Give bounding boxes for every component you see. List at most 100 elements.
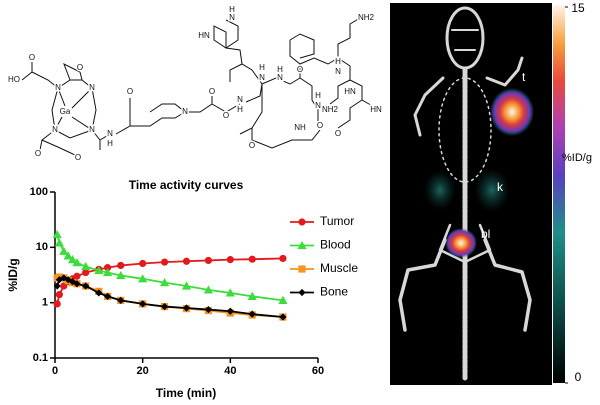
marker: [278, 295, 288, 304]
atom-label: HN: [198, 31, 210, 40]
organ-label: bl: [481, 227, 490, 241]
atom-label: N: [52, 125, 58, 134]
marker: [182, 257, 191, 265]
atom-label: Ga: [60, 107, 71, 116]
atom-label: O: [223, 111, 229, 120]
atom-label: O: [335, 129, 341, 138]
marker: [103, 267, 113, 277]
atom-label: HN: [344, 87, 356, 96]
y-tick-label: 100: [30, 186, 48, 198]
marker: [116, 270, 126, 280]
organ-label: t: [522, 70, 526, 84]
marker: [59, 246, 69, 255]
atom-label: H: [335, 57, 341, 66]
tumor-uptake: [490, 88, 534, 136]
colorbar-tick-label: 0: [575, 370, 582, 384]
colorbar-label: %ID/g: [562, 152, 592, 164]
marker: [159, 278, 170, 287]
marker: [53, 300, 61, 308]
marker: [248, 310, 256, 318]
marker: [225, 288, 235, 297]
atom-label: NH2: [358, 13, 375, 22]
atom-label: N: [335, 67, 341, 76]
atom-label: NH2: [322, 105, 339, 114]
legend-label: Tumor: [320, 214, 354, 228]
y-tick-label: 10: [36, 241, 48, 253]
atom-label: H: [315, 91, 321, 100]
chemical-structure: [21, 17, 377, 156]
marker: [226, 256, 234, 264]
marker: [139, 259, 147, 268]
marker: [81, 261, 91, 271]
atom-label: O: [297, 65, 303, 74]
atom-label: N: [277, 73, 283, 82]
x-tick-label: 0: [52, 365, 58, 377]
marker: [53, 282, 61, 290]
y-tick-label: 1: [42, 297, 48, 309]
marker: [60, 274, 68, 282]
marker: [203, 285, 214, 294]
x-axis-title: Time (min): [156, 386, 216, 400]
atom-label: O: [29, 53, 35, 62]
atom-label: N: [89, 125, 95, 134]
x-tick-label: 20: [137, 365, 149, 377]
pet-image: %ID/g: [390, 3, 592, 385]
colorbar-tick-label: 15: [571, 1, 585, 15]
marker: [138, 274, 148, 283]
organ-label: k: [497, 180, 504, 194]
kidney-uptake: [474, 168, 510, 212]
marker: [160, 302, 169, 311]
series-line: [56, 234, 284, 302]
marker: [160, 258, 169, 266]
marker: [117, 261, 125, 270]
atom-label: O: [249, 141, 255, 150]
legend-marker: [298, 218, 306, 226]
kidney-uptake: [424, 170, 456, 210]
chart-title: Time activity curves: [129, 178, 244, 192]
marker: [279, 254, 287, 263]
marker: [82, 282, 90, 290]
marker: [95, 289, 103, 297]
marker: [181, 281, 192, 290]
x-tick-label: 60: [312, 365, 324, 377]
atom-label: O: [77, 63, 83, 72]
atom-label: N: [315, 101, 321, 110]
marker: [279, 313, 287, 321]
legend-label: Blood: [320, 238, 351, 252]
atom-label: O: [35, 149, 41, 158]
atom-label: N: [182, 107, 188, 116]
skeleton: [398, 6, 532, 383]
atom-label: N: [55, 83, 61, 92]
marker: [204, 256, 213, 265]
atom-label: H: [259, 63, 265, 72]
marker: [139, 300, 147, 308]
marker: [248, 255, 256, 263]
image-background: [390, 3, 552, 385]
x-tick-label: 40: [224, 365, 236, 377]
atom-label: O: [209, 87, 215, 96]
marker: [73, 280, 81, 288]
atom-label: N: [89, 83, 95, 92]
marker: [226, 307, 234, 315]
atom-label: H: [107, 139, 113, 148]
marker: [82, 268, 90, 277]
marker: [55, 276, 63, 284]
bladder-uptake: [445, 228, 477, 258]
marker: [94, 265, 104, 275]
atom-label: NH: [294, 123, 306, 132]
marker: [72, 257, 82, 267]
legend-marker: [298, 265, 306, 273]
marker: [247, 291, 257, 300]
legend-label: Muscle: [320, 261, 358, 275]
y-tick-label: 0.1: [33, 352, 48, 364]
legend-marker: [298, 288, 306, 297]
marker: [104, 292, 112, 300]
marker: [63, 251, 73, 260]
atom-label: N: [237, 95, 243, 104]
atom-label: N: [259, 73, 265, 82]
chart: Time activity curves Time (min) %ID/g: [6, 178, 318, 400]
atom-label: N: [229, 13, 235, 22]
marker: [104, 264, 112, 272]
marker: [182, 304, 191, 312]
